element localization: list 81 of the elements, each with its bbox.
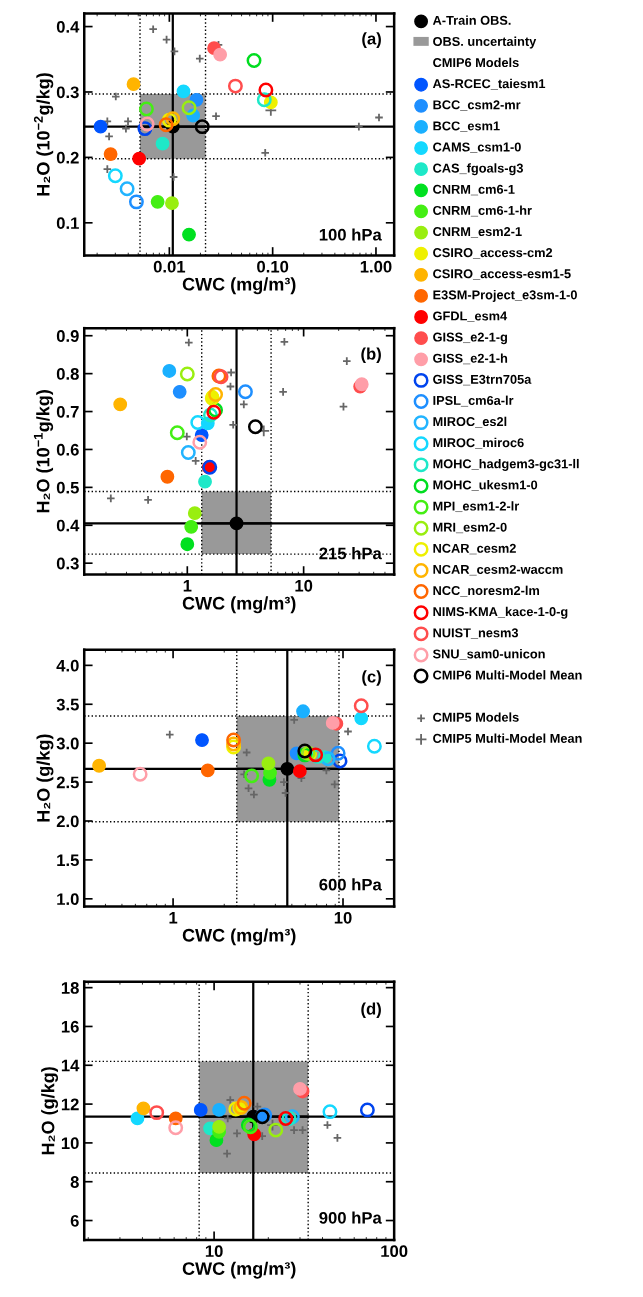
x-axis-title: CWC (mg/m³) — [182, 928, 296, 946]
y-tick-label: 2.5 — [56, 776, 79, 789]
legend-label: CMIP6 Multi-Model Mean — [433, 670, 582, 680]
x-tick-label: 0.10 — [257, 260, 289, 273]
legend-label: MOHC_hadgem3-gc31-ll — [433, 458, 579, 471]
y-tick-label: 0.7 — [56, 405, 79, 418]
y-axis-title: H₂O (g/kg) — [36, 734, 54, 822]
y-tick-label: 8 — [70, 1176, 79, 1188]
legend-label: AS-RCEC_taiesm1 — [432, 78, 546, 90]
legend-title: CMIP6 Models — [433, 57, 519, 68]
x-tick-label: 1 — [183, 580, 192, 592]
legend-label: MRI_esm2-0 — [433, 522, 507, 534]
legend-label: NIMS-KMA_kace-1-0-g — [433, 606, 568, 619]
legend-label: MIROC_es2l — [433, 416, 507, 428]
legend-label: OBS. uncertainty — [433, 36, 537, 49]
annotation: (d) — [361, 1002, 381, 1018]
y-tick-label: 0.1 — [56, 217, 79, 230]
legend-label: CSIRO_access-cm2 — [433, 248, 553, 259]
y-tick-label: 14 — [61, 1059, 80, 1072]
legend-label: CMIP5 Models — [433, 712, 519, 722]
legend-label: SNU_sam0-unicon — [432, 649, 545, 660]
y-axis-title: H₂O (g/kg) — [41, 1067, 59, 1155]
y-tick-label: 0.2 — [56, 151, 79, 164]
legend-label: CSIRO_access-esm1-5 — [433, 269, 571, 280]
y-tick-label: 6 — [70, 1214, 79, 1227]
y-tick-label: 3.0 — [56, 737, 79, 750]
x-tick-label: 1 — [169, 912, 178, 924]
legend-label: CAMS_csm1-0 — [433, 142, 521, 153]
annotation: 100 hPa — [319, 228, 382, 241]
y-tick-label: 3.5 — [56, 698, 79, 711]
x-axis-title: CWC (mg/m³) — [182, 596, 296, 614]
annotation: (a) — [362, 32, 381, 48]
annotation: 900 hPa — [319, 1211, 382, 1224]
legend-label: A-Train OBS. — [432, 15, 511, 25]
y-tick-label: 18 — [61, 982, 79, 994]
legend-label: NCAR_cesm2 — [433, 543, 516, 555]
legend-label: GISS_E3trn705a — [433, 374, 532, 386]
legend-label: CNRM_cm6-1-hr — [433, 205, 532, 217]
legend-label: NCC_noresm2-lm — [433, 585, 540, 597]
annotation: (b) — [361, 347, 381, 364]
legend-label: GFDL_esm4 — [433, 311, 508, 322]
annotation: 215 hPa — [319, 547, 382, 560]
x-tick-label: 0.01 — [153, 260, 186, 273]
legend-label: NCAR_cesm2-waccm — [433, 564, 563, 576]
legend-label: BCC_esm1 — [433, 121, 500, 132]
annotation: (c) — [362, 670, 381, 686]
y-tick-label: 0.4 — [56, 519, 80, 532]
legend-label: CNRM_cm6-1 — [433, 184, 515, 196]
legend-label: E3SM-Project_e3sm-1-0 — [433, 289, 577, 302]
y-tick-label: 16 — [61, 1020, 79, 1033]
legend-label: MPI_esm1-2-lr — [433, 501, 520, 513]
y-tick-label: 1.0 — [57, 893, 79, 906]
legend-label: GISS_e2-1-h — [433, 353, 508, 365]
y-tick-label: 10 — [61, 1137, 79, 1150]
y-tick-label: 12 — [61, 1098, 79, 1111]
y-axis-title: H₂O (10$^{−2}$g/kg) — [33, 73, 54, 196]
legend-label: MIROC_miroc6 — [433, 437, 524, 449]
y-tick-label: 0.3 — [56, 86, 79, 99]
annotation: 600 hPa — [319, 878, 382, 891]
y-axis-title: H₂O (10$^{−1}$g/kg) — [33, 390, 54, 513]
y-tick-label: 0.8 — [56, 368, 79, 380]
x-axis-title: CWC (mg/m³) — [182, 1261, 296, 1279]
y-tick-label: 0.3 — [56, 557, 79, 570]
y-tick-label: 1.5 — [57, 854, 79, 867]
y-tick-label: 4.0 — [56, 659, 79, 672]
x-tick-label: 1.00 — [360, 260, 392, 273]
legend-label: IPSL_cm6a-lr — [433, 395, 514, 407]
x-axis-title: CWC (mg/m³) — [182, 277, 296, 295]
y-tick-label: 0.4 — [56, 20, 80, 33]
legend-label: CMIP5 Multi-Model Mean — [433, 733, 582, 743]
legend-label: BCC_csm2-mr — [433, 100, 521, 111]
y-tick-label: 0.9 — [56, 330, 79, 342]
y-tick-label: 2.0 — [56, 815, 79, 828]
legend-label: CAS_fgoals-g3 — [433, 163, 523, 176]
y-tick-label: 0.5 — [56, 481, 79, 494]
legend-label: CNRM_esm2-1 — [433, 226, 522, 238]
legend-label: MOHC_ukesm1-0 — [433, 480, 538, 491]
x-tick-label: 100 — [381, 1245, 408, 1258]
y-tick-label: 0.6 — [56, 443, 79, 456]
legend-label: NUIST_nesm3 — [433, 628, 519, 639]
legend-label: GISS_e2-1-g — [433, 332, 507, 345]
